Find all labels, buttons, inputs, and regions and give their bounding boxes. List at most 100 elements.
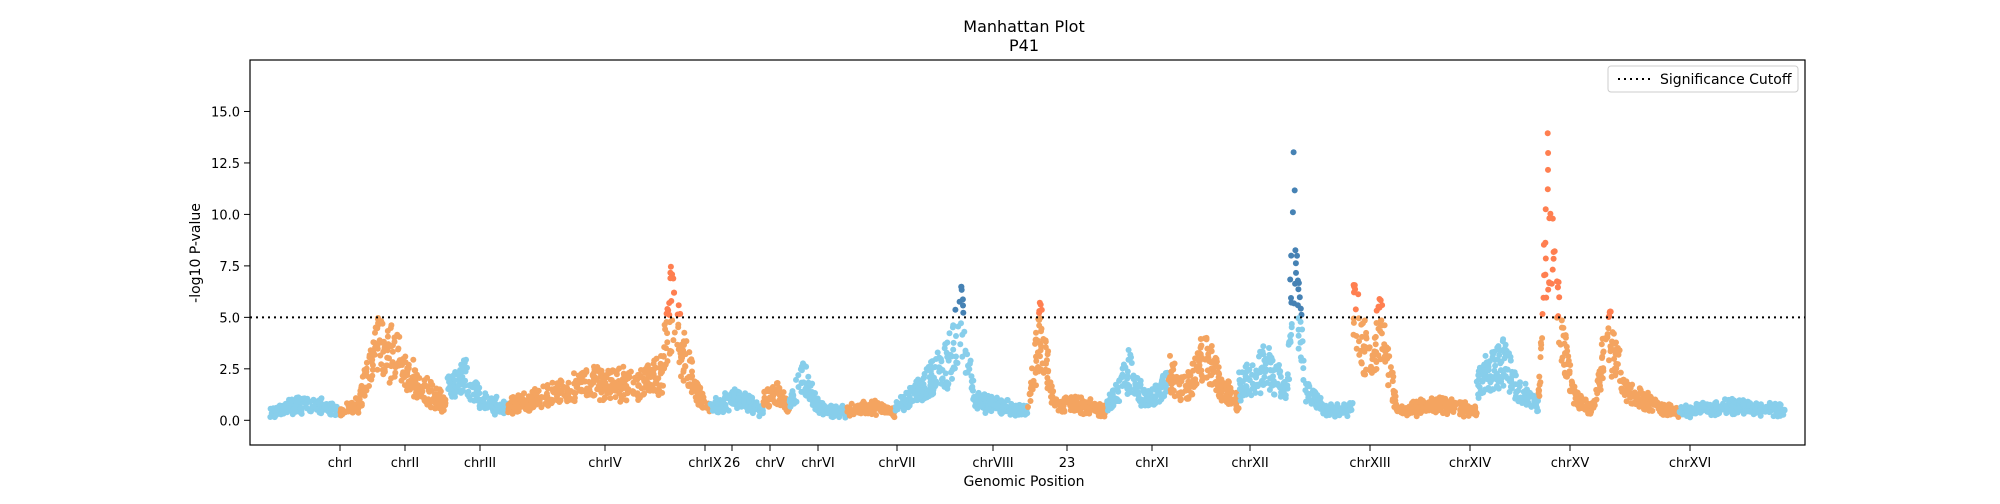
data-point	[1259, 348, 1266, 355]
y-axis-label: -log10 P-value	[188, 203, 204, 303]
data-point	[571, 394, 578, 401]
y-tick-label: 12.5	[211, 157, 240, 172]
data-point	[396, 333, 403, 340]
data-point	[1654, 399, 1661, 406]
data-point	[1196, 362, 1203, 369]
data-point	[667, 275, 674, 282]
data-point	[681, 329, 688, 336]
data-point	[1038, 306, 1045, 313]
data-point	[1124, 372, 1131, 379]
x-tick-label: chrVI	[801, 456, 834, 471]
data-point	[652, 364, 659, 371]
data-point	[1363, 335, 1370, 342]
data-point	[1635, 396, 1642, 403]
data-point	[369, 366, 376, 373]
data-point	[1334, 401, 1341, 408]
data-point	[809, 402, 816, 408]
data-point	[329, 400, 336, 407]
data-point	[1382, 358, 1389, 365]
data-point	[1167, 352, 1173, 359]
data-point	[1544, 130, 1551, 137]
data-point	[586, 386, 593, 393]
data-point	[1116, 377, 1123, 384]
data-point	[1572, 395, 1579, 402]
data-point	[1260, 343, 1267, 350]
data-point	[1606, 357, 1612, 364]
data-point	[893, 399, 900, 405]
data-point	[1179, 390, 1186, 397]
data-point	[1496, 352, 1503, 359]
data-point	[1328, 401, 1334, 408]
data-point	[618, 396, 625, 403]
data-point	[316, 409, 323, 416]
data-point	[1204, 367, 1211, 374]
data-point	[404, 387, 410, 394]
data-point	[1489, 354, 1496, 361]
data-point	[749, 394, 756, 401]
data-point	[1223, 393, 1230, 400]
data-point	[1295, 332, 1302, 339]
data-point	[1377, 317, 1384, 324]
data-point	[531, 397, 538, 404]
x-tick-label: chrXV	[1551, 456, 1590, 471]
data-point	[1535, 407, 1541, 414]
data-point	[682, 363, 689, 370]
data-point	[730, 388, 737, 395]
data-point	[1136, 398, 1143, 405]
data-point	[1613, 365, 1620, 372]
data-point	[449, 392, 456, 399]
data-point	[1617, 369, 1624, 376]
data-point	[677, 350, 684, 357]
data-point	[1389, 378, 1396, 385]
data-point	[440, 407, 447, 414]
data-point	[1167, 373, 1174, 380]
data-point	[368, 359, 375, 366]
data-point	[762, 388, 769, 395]
data-point	[384, 333, 391, 340]
data-point	[1570, 383, 1577, 390]
data-point	[455, 383, 462, 390]
data-point	[654, 386, 661, 393]
data-point	[1498, 378, 1505, 385]
data-point	[663, 310, 670, 317]
data-point	[1656, 405, 1663, 412]
data-point	[1158, 384, 1165, 391]
data-point	[667, 263, 674, 270]
data-point	[1120, 361, 1127, 368]
data-point	[510, 404, 517, 411]
data-point	[1378, 330, 1385, 337]
data-point	[722, 390, 729, 397]
data-point	[483, 393, 490, 400]
data-point	[493, 393, 500, 400]
data-point	[1539, 311, 1546, 317]
data-point	[712, 406, 719, 412]
data-point	[589, 371, 596, 378]
data-point	[467, 381, 474, 388]
data-point	[1352, 306, 1359, 313]
data-point	[932, 381, 939, 388]
y-tick-label: 2.5	[219, 363, 240, 378]
data-point	[662, 326, 669, 333]
data-point	[1189, 383, 1195, 390]
data-point	[1087, 399, 1094, 406]
data-point	[1297, 318, 1304, 325]
data-point	[1757, 412, 1764, 419]
data-point	[1611, 340, 1618, 347]
data-point	[410, 356, 417, 363]
data-point	[1169, 379, 1176, 386]
data-point	[1549, 266, 1556, 273]
data-point	[968, 378, 975, 385]
data-point	[505, 401, 512, 408]
data-point	[1484, 376, 1491, 383]
data-point	[363, 359, 370, 366]
data-point	[862, 410, 869, 417]
data-point	[1390, 387, 1397, 394]
data-point	[366, 375, 373, 382]
data-point	[1024, 410, 1031, 417]
data-point	[1544, 186, 1551, 193]
data-point	[1502, 341, 1509, 348]
data-point	[1040, 369, 1047, 376]
data-point	[1124, 391, 1131, 397]
plot-area-frame	[249, 59, 1806, 446]
data-point	[272, 412, 279, 419]
